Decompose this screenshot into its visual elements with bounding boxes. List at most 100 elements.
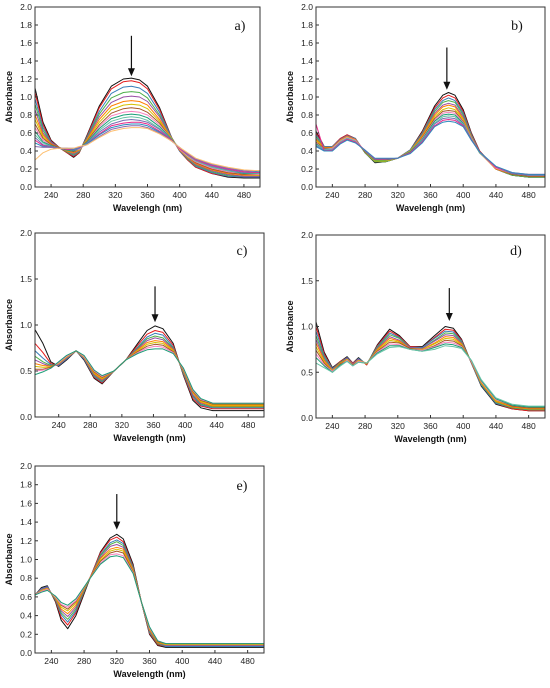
chart-panel: 0.0 0.5 1.0 1.5 2.0 240 280 320 360 400 440 480 Wave… [4,228,265,443]
series-line [35,340,264,407]
y-tick-label: 1.0 [20,92,32,102]
panel-label: d) [510,244,522,259]
y-tick-label: 0.8 [301,110,313,120]
series-line [316,345,545,407]
x-tick-label: 400 [178,420,192,430]
series-group [316,92,545,178]
series-line [316,343,545,408]
y-tick-label: 2.0 [301,230,313,240]
y-tick-label: 0.0 [301,413,313,423]
y-tick-label: 1.2 [20,536,32,546]
panel-label: e) [237,479,248,494]
y-tick-label: 1.0 [301,322,313,332]
x-tick-label: 480 [241,420,255,430]
y-tick-label: 0.0 [20,648,32,658]
panel-label: b) [511,19,523,34]
series-group [35,533,264,648]
x-tick-label: 240 [44,190,58,200]
plot-frame [34,232,265,418]
panel-label: c) [237,244,248,259]
x-axis-title: Wavelengh (nm) [113,203,182,213]
x-tick-label: 240 [52,420,66,430]
series-line [35,80,260,178]
x-tick-label: 360 [146,420,160,430]
x-tick-label: 280 [76,190,90,200]
y-axis-title: Absorbance [4,299,14,351]
series-group [35,325,264,412]
x-tick-label: 360 [140,190,154,200]
x-tick-label: 360 [423,190,437,200]
plot-frame [315,6,546,188]
x-tick-label: 440 [489,421,503,431]
y-axis-title: Absorbance [285,300,295,352]
x-tick-label: 240 [44,656,58,666]
series-line [316,321,545,412]
x-tick-label: 480 [522,190,536,200]
y-tick-label: 1.6 [20,38,32,48]
series-line [35,555,264,645]
x-tick-label: 480 [522,421,536,431]
y-tick-label: 1.8 [20,20,32,30]
x-tick-label: 320 [110,656,124,666]
series-line [35,85,260,178]
x-tick-label: 280 [358,421,372,431]
y-tick-label: 1.6 [20,498,32,508]
x-tick-label: 280 [358,190,372,200]
series-line [316,332,545,411]
series-line [35,337,264,407]
series-line [35,343,264,405]
x-tick-label: 240 [325,190,339,200]
y-tick-label: 0.2 [301,164,313,174]
series-line [35,91,260,177]
panel-label: a) [235,19,246,34]
y-tick-label: 0.8 [20,110,32,120]
y-axis-title: Absorbance [4,71,14,123]
x-tick-label: 480 [241,656,255,666]
series-line [35,548,264,646]
y-tick-label: 1.5 [20,274,32,284]
x-tick-label: 280 [77,656,91,666]
y-tick-label: 1.0 [20,555,32,565]
y-axis-title: Absorbance [4,533,14,585]
plot-frame [34,465,265,654]
y-tick-label: 0.0 [20,182,32,192]
chart-panel: 0.0 0.2 0.4 0.6 0.8 1.0 1.2 1.4 1.6 1.8 2.0 240 280 3… [285,2,546,213]
x-tick-label: 320 [108,190,122,200]
y-tick-label: 1.8 [20,480,32,490]
series-line [35,95,260,177]
series-line [35,113,260,174]
x-tick-label: 400 [456,190,470,200]
y-tick-label: 0.8 [20,573,32,583]
series-line [316,120,545,175]
series-line [35,348,264,404]
series-line [35,325,264,412]
y-tick-label: 1.4 [301,56,313,66]
x-axis-title: Wavelength (nm) [394,434,466,444]
y-tick-label: 2.0 [20,228,32,238]
series-line [316,92,545,178]
down-arrow-icon [443,47,451,90]
x-tick-label: 440 [210,420,224,430]
x-tick-label: 360 [423,421,437,431]
x-tick-label: 360 [142,656,156,666]
y-tick-label: 0.6 [20,592,32,602]
series-line [35,533,264,648]
y-tick-label: 0.2 [20,164,32,174]
y-tick-label: 0.6 [20,128,32,138]
series-line [35,345,264,404]
series-line [316,94,545,178]
y-tick-label: 1.4 [20,56,32,66]
y-tick-label: 1.6 [301,38,313,48]
y-tick-label: 0.5 [20,366,32,376]
x-tick-label: 440 [489,190,503,200]
y-tick-label: 0.0 [301,182,313,192]
x-tick-label: 400 [456,421,470,431]
series-line [35,544,264,646]
y-tick-label: 1.2 [301,74,313,84]
x-tick-label: 400 [173,190,187,200]
series-group [35,77,260,179]
x-tick-label: 440 [208,656,222,666]
series-line [35,546,264,646]
y-tick-label: 1.2 [20,74,32,84]
